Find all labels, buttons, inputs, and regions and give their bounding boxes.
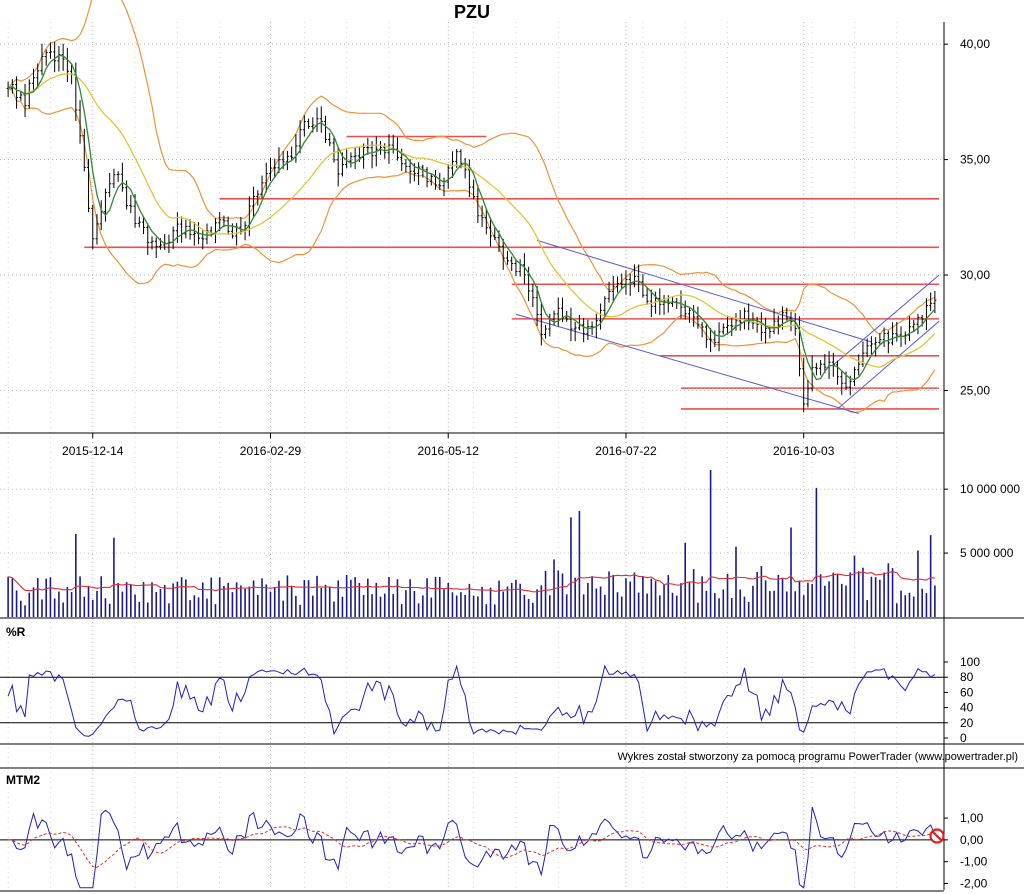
channel-line: [837, 320, 940, 410]
trend-channels: [515, 239, 940, 415]
date-axis-label: 2016-05-12: [418, 444, 480, 458]
price-bars: [6, 41, 937, 413]
date-axis-label: 2016-02-29: [240, 444, 302, 458]
mtm-axis-label: -2,00: [960, 876, 988, 890]
no-entry-icon: [929, 828, 945, 844]
mtm-line: [8, 807, 936, 889]
williams-r-series: [0, 664, 944, 737]
chart-title: PZU: [454, 2, 490, 22]
wr-axis-label: 40: [960, 701, 974, 715]
axis-labels: 25,00 30,00 35,00 40,00 5 000 000 10 000 000 0…: [62, 37, 1020, 890]
mtm-axis-label: -1,00: [960, 855, 988, 869]
williams-r-panel-label: %R: [6, 625, 26, 639]
price-axis-label: 30,00: [960, 268, 990, 282]
wr-axis-label: 20: [960, 716, 974, 730]
wr-axis-label: 0: [960, 731, 967, 745]
volume-bars: [7, 470, 936, 617]
upper-band: [7, 0, 936, 336]
credit-text: Wykres został stworzony za pomocą progra…: [617, 751, 1018, 763]
short-moving-average: [7, 54, 936, 381]
price-axis-label: 40,00: [960, 37, 990, 51]
wr-axis-label: 80: [960, 670, 974, 684]
price-axis-label: 25,00: [960, 383, 990, 397]
envelope-bands: [7, 0, 936, 414]
channel-line: [536, 239, 872, 343]
date-axis-label: 2015-12-14: [62, 444, 124, 458]
volume-axis-label: 10 000 000: [960, 482, 1020, 496]
wr-line: [7, 664, 936, 737]
mtm-panel-label: MTM2: [6, 773, 40, 787]
date-axis-label: 2016-07-22: [595, 444, 657, 458]
mtm-series: [0, 807, 944, 889]
wr-axis-label: 60: [960, 685, 974, 699]
channel-line: [515, 313, 859, 415]
panel-frames: [0, 22, 1024, 892]
moving-averages: [7, 54, 936, 381]
channel-line: [832, 274, 940, 366]
volume-axis-label: 5 000 000: [960, 546, 1014, 560]
price-axis-label: 35,00: [960, 153, 990, 167]
mtm-signal-line: [8, 826, 935, 868]
mtm-axis-label: 0,00: [960, 833, 984, 847]
support-resistance-lines: [84, 135, 940, 410]
wr-axis-label: 100: [960, 655, 980, 669]
volume-average-line: [7, 571, 935, 593]
lower-band: [7, 87, 936, 414]
mtm-axis-label: 1,00: [960, 811, 984, 825]
date-axis-label: 2016-10-03: [773, 444, 835, 458]
